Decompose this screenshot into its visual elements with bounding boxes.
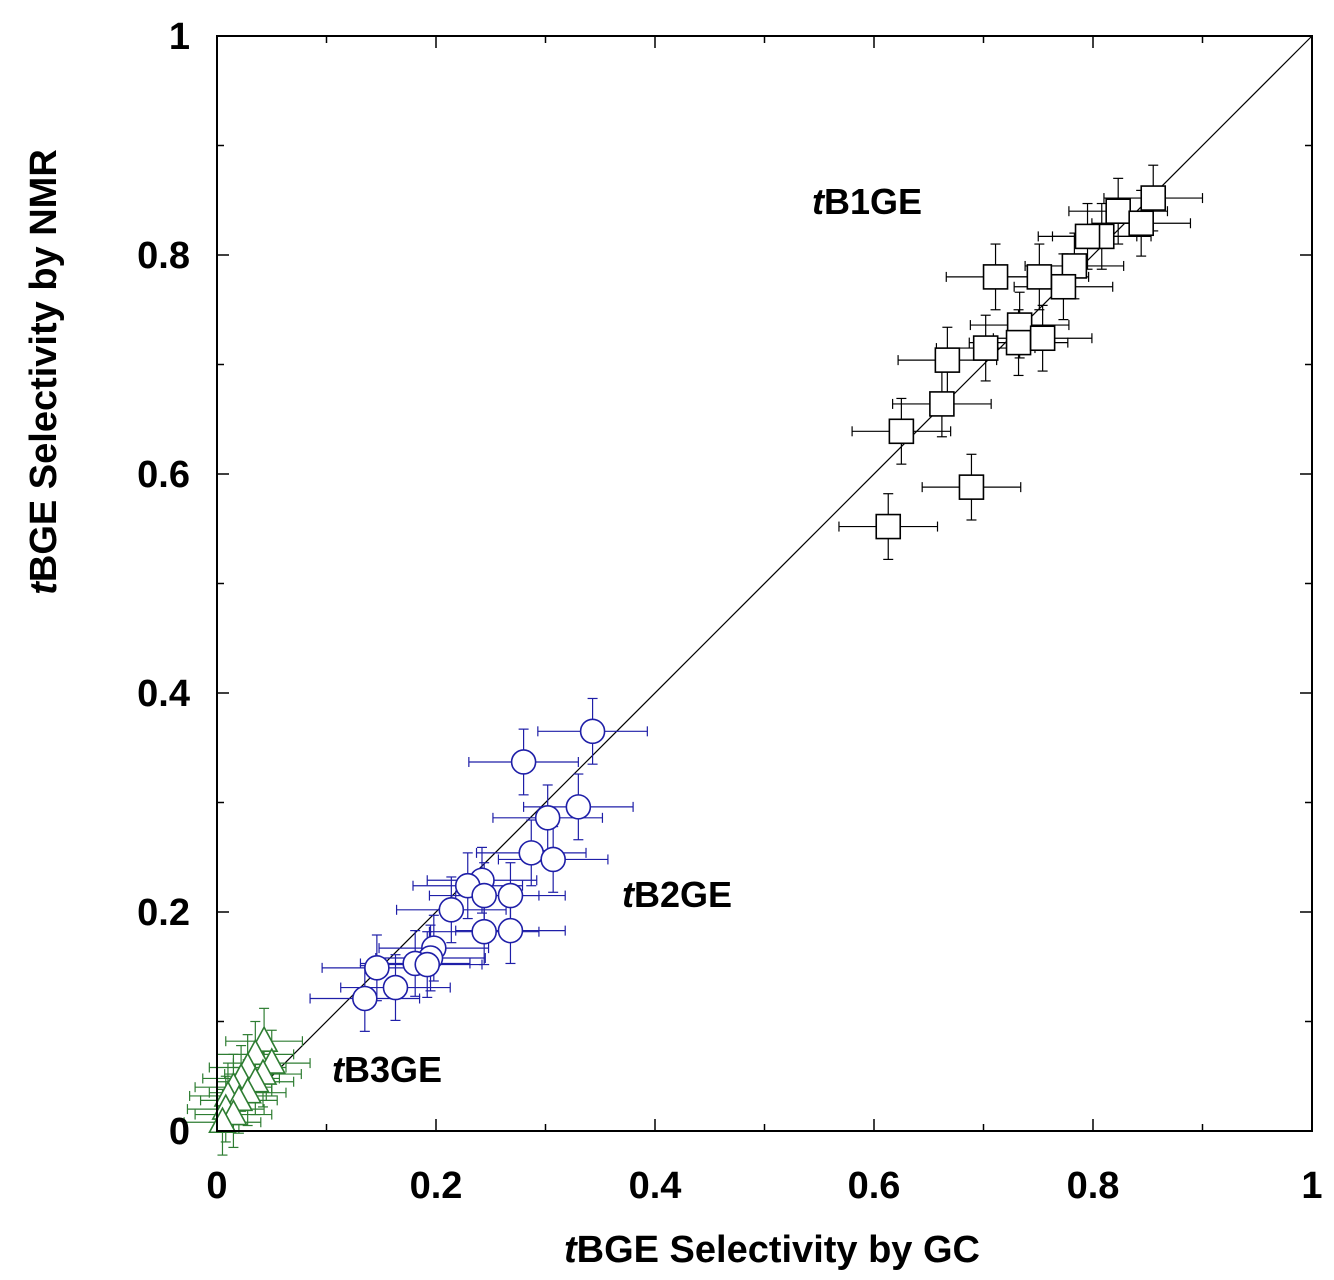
data-point-triangle [208,1106,237,1134]
series-label-tb1ge-italic: t [812,181,826,222]
data-point-square [1074,223,1101,250]
data-point-circle [438,897,465,923]
data-point-square [958,474,985,500]
series-label-tb2ge-italic: t [622,874,636,915]
x-tick-label: 0.8 [1067,1165,1120,1207]
x-tick-label: 0.4 [629,1165,682,1207]
data-point-square [875,513,902,540]
data-point-circle [518,840,545,866]
series-tb3ge [183,1007,311,1156]
series-label-tb3ge: tB3GE [332,1049,442,1090]
data-point-circle [497,882,524,909]
y-tick-label: 0.8 [137,235,190,277]
series-label-tb3ge-italic: t [332,1049,346,1090]
data-point-square [1128,210,1154,237]
data-point-square [1005,329,1032,356]
series-label-tb2ge: tB2GE [622,874,732,915]
y-axis-title-italic: t [23,581,65,595]
x-tick-label: 1 [1301,1165,1322,1207]
series-tb2ge [309,697,648,1032]
series-tb1ge [838,164,1204,561]
axis-ticks [216,35,1313,1132]
data-point-square [1105,198,1131,224]
x-axis-title-italic: t [564,1229,578,1271]
series-label-tb2ge-text: B2GE [634,874,732,915]
x-tick-label: 0.2 [410,1165,463,1207]
data-point-circle [471,918,497,945]
y-tick-label: 0.6 [137,454,190,496]
data-point-circle [364,955,390,981]
data-point-square [929,391,955,417]
data-point-circle [579,718,606,745]
data-point-square [1050,273,1077,300]
y-tick-label: 0.4 [137,673,190,715]
series-label-tb3ge-text: B3GE [344,1049,442,1090]
data-point-circle [382,974,409,1001]
data-point-square [1026,264,1053,290]
data-point-circle [497,917,524,944]
y-tick-label: 1 [169,16,190,58]
series-layer [183,164,1204,1156]
data-point-square [1029,325,1056,352]
data-point-circle [540,846,566,873]
data-point-circle [414,951,441,978]
y-axis-title: tBGE Selectivity by NMR [23,149,65,595]
y-tick-label: 0.2 [137,892,190,934]
data-point-circle [510,749,537,775]
data-point-square [972,335,999,361]
series-label-tb1ge-text: B1GE [824,181,922,222]
data-point-square [1061,253,1088,279]
x-tick-label: 0.6 [848,1165,901,1207]
data-point-circle [565,794,592,820]
data-point-square [888,418,915,445]
data-point-square [934,347,961,373]
y-axis-title-text: BGE Selectivity by NMR [23,149,65,582]
series-label-tb1ge: tB1GE [812,181,922,222]
data-point-square [982,264,1009,290]
data-point-square [1140,185,1167,211]
x-axis-title-text: BGE Selectivity by GC [577,1229,980,1271]
x-axis-title: tBGE Selectivity by GC [564,1229,980,1271]
data-point-circle [471,882,497,909]
data-point-circle [352,985,378,1012]
axis-labels: 0 0.2 0.4 0.6 0.8 1 0 0.2 0.4 0.6 0.8 1 [137,16,1322,1207]
y-tick-label: 0 [169,1111,190,1153]
x-tick-label: 0 [206,1165,227,1207]
data-point-circle [534,805,561,831]
